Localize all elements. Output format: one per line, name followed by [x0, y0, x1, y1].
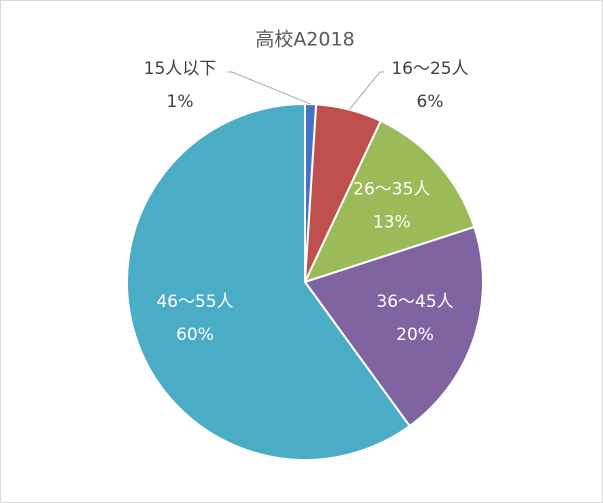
pie-slice	[126, 102, 412, 461]
category-label: 26～35人	[353, 179, 430, 199]
category-label: 15人以下	[144, 59, 217, 79]
value-label: 20%	[396, 325, 434, 345]
category-label: 46～55人	[156, 292, 233, 312]
category-label: 16～25人	[391, 59, 468, 79]
value-label: 13%	[373, 212, 411, 232]
data-label: 16～25人 6%	[391, 59, 468, 112]
chart-title: 高校A2018	[255, 29, 354, 51]
data-label: 46～55人 60%	[156, 292, 233, 345]
category-label: 36～45人	[376, 292, 453, 312]
value-label: 1%	[167, 92, 194, 112]
data-label: 36～45人 20%	[376, 292, 453, 345]
data-label: 15人以下 1%	[144, 59, 217, 112]
leader-line	[348, 71, 384, 110]
leader-line	[228, 71, 311, 105]
pie-slice	[303, 119, 476, 284]
data-label: 26～35人 13%	[353, 179, 430, 232]
value-label: 6%	[417, 92, 444, 112]
value-label: 60%	[176, 325, 214, 345]
pie-slice	[303, 225, 484, 428]
